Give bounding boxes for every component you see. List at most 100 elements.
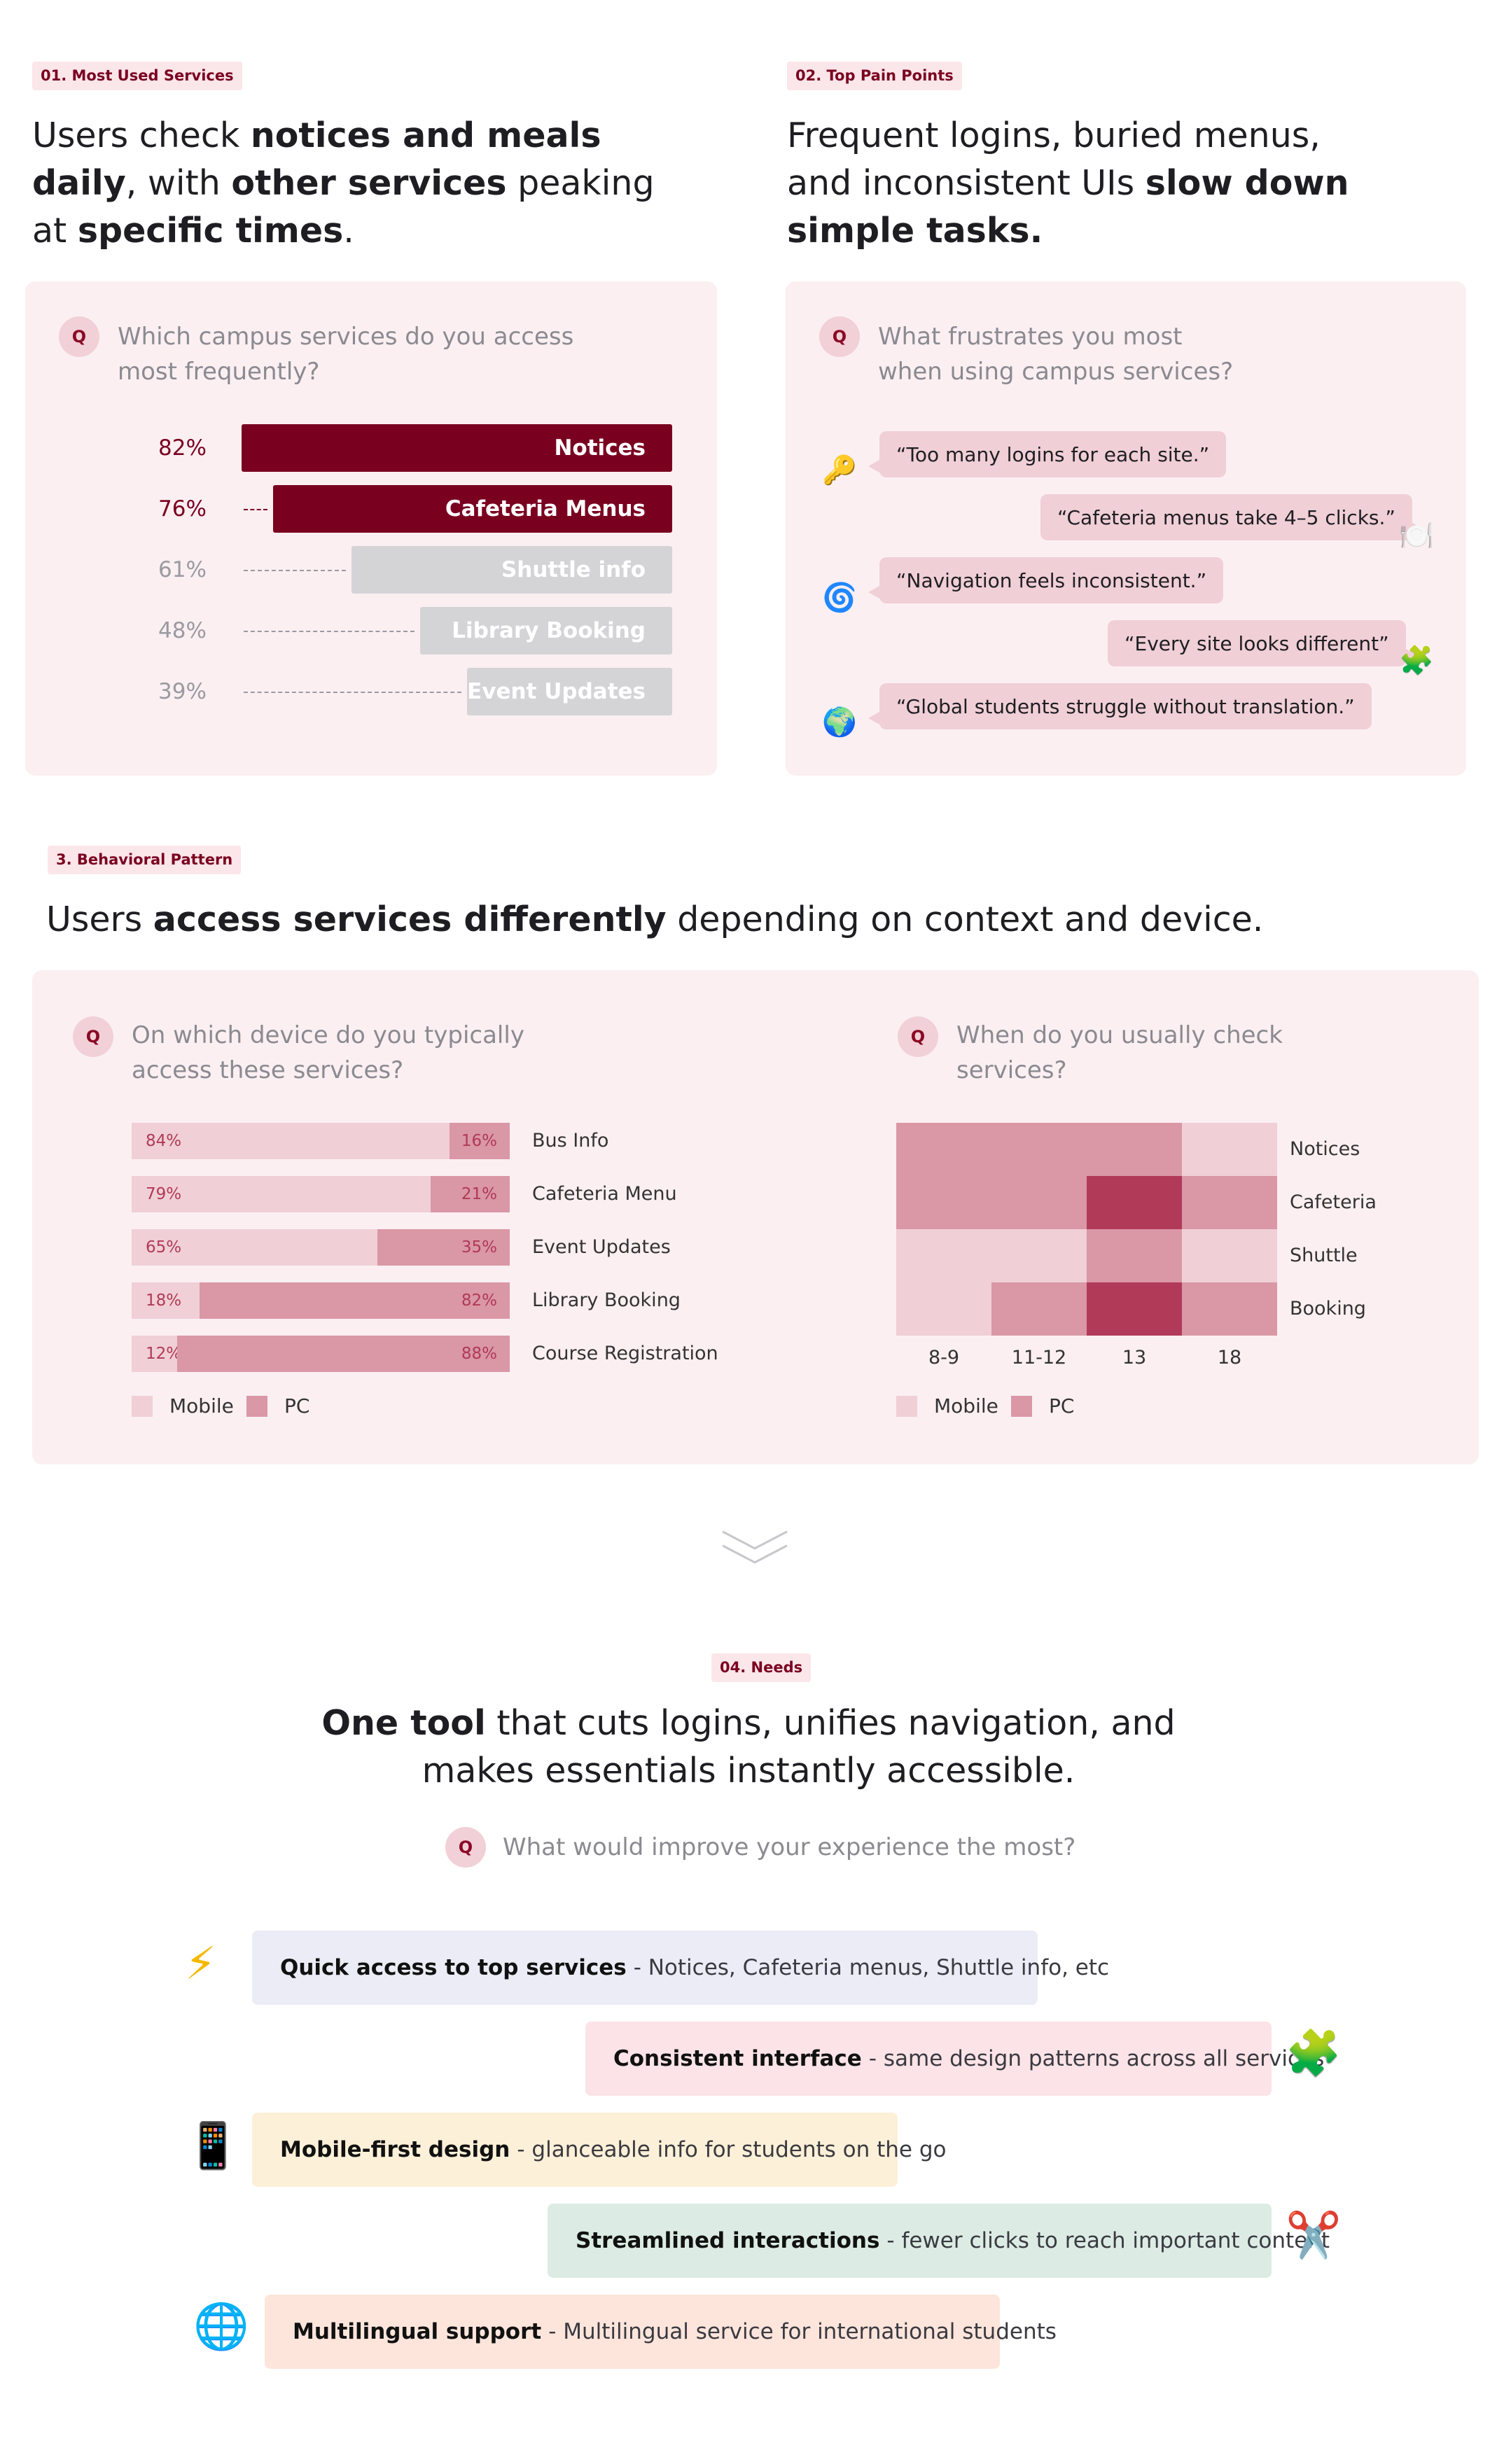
heatmap-col-label-8-9: 8-9 [928,1347,960,1368]
heatmap-cell-shuttle-13 [1087,1229,1182,1282]
need-multilingual: Multilingual support - Multilingual servi… [265,2295,1057,2369]
puzzle-icon: 🧩 [1286,2028,1342,2080]
device-label-library-booking: Library Booking [532,1289,681,1311]
section-tag-most-used: 01. Most Used Services [32,62,242,90]
heatmap-cell-shuttle-11-12 [991,1229,1087,1282]
question-text: What would improve your experience the m… [503,1833,1076,1861]
section-tag-pain-points: 02. Top Pain Points [787,62,962,90]
need-consistent-interface: Consistent interface - same design patter… [585,2022,1324,2096]
section-tag-behavioral: 3. Behavioral Pattern [48,846,242,874]
mobile-segment: 12% [132,1336,181,1372]
device-bar-event-updates: 65% 35% [132,1229,510,1266]
bar-library-booking: Library Booking [420,607,672,654]
heatmap-cell-shuttle-8-9 [896,1229,991,1282]
pc-segment: 16% [450,1123,510,1159]
question-badge: Q [898,1016,938,1057]
heatmap-row-label-booking: Booking [1290,1298,1366,1320]
heatmap-col-label-13: 13 [1122,1347,1147,1368]
heatmap-col-label-11-12: 11-12 [1011,1347,1067,1368]
heatmap-row-label-notices: Notices [1290,1138,1360,1160]
device-bar-bus-info: 84% 16% [132,1123,510,1159]
need-mobile-first: Mobile-first design - glanceable info for… [252,2113,947,2187]
question-text: What frustrates you most when using campu… [878,323,1234,386]
legend-pc-swatch [1011,1396,1032,1417]
device-label-cafeteria-menu: Cafeteria Menu [532,1183,677,1205]
value-label-cafeteria-menus: 76% [158,496,207,522]
legend-mobile-swatch [132,1396,153,1417]
pc-segment: 35% [377,1229,510,1266]
heatmap-cell-cafeteria-13 [1087,1176,1182,1229]
value-label-event-updates: 39% [158,679,207,704]
heatmap-cell-shuttle-18 [1182,1229,1277,1282]
pc-segment: 82% [200,1282,510,1319]
question-badge: Q [445,1827,486,1868]
lightning-icon: ⚡ [185,1938,216,1990]
legend-pc-label: PC [1049,1394,1075,1418]
mobile-segment: 79% [132,1176,431,1212]
device-label-event-updates: Event Updates [532,1236,671,1258]
bar-cafeteria-menus: Cafeteria Menus [273,485,672,533]
heatmap-col-label-18: 18 [1217,1347,1242,1368]
scissors-icon: ✂️ [1286,2210,1342,2262]
device-bar-library-booking: 18% 82% [132,1282,510,1319]
section3-headline: Users access services differently depend… [46,899,1264,939]
heatmap-cell-notices-11-12 [991,1123,1087,1176]
quote-bubble-cafeteria: “Cafeteria menus take 4–5 clicks.” [1040,494,1423,540]
device-label-bus-info: Bus Info [532,1130,609,1152]
question-text: On which device do you typically access t… [132,1021,524,1084]
question-text: Which campus services do you access most … [118,323,574,386]
bar-shuttle-info: Shuttle info [351,546,672,594]
mobile-segment: 18% [132,1282,200,1319]
heatmap-cell-booking-18 [1182,1282,1277,1336]
key-icon: 🔑 [822,454,857,486]
value-label-shuttle-info: 61% [158,557,207,582]
heatmap-cell-booking-8-9 [896,1282,991,1336]
most-used-card: Q Which campus services do you access mos… [25,281,717,776]
legend-mobile-swatch [896,1396,917,1417]
chevron-down-icon [722,1530,788,1564]
quote-bubble-navigation: “Navigation feels inconsistent.” [868,557,1224,603]
question-badge: Q [73,1016,113,1057]
heatmap-cell-notices-8-9 [896,1123,991,1176]
legend-mobile-label: Mobile [934,1394,998,1418]
device-stacked-bar-chart: 84% 16% Bus Info 79% 21% Cafeteria Menu 65% 35%… [32,970,802,1464]
globe-icon: 🌐 [193,2301,249,2353]
device-label-course-registration: Course Registration [532,1343,718,1364]
time-heatmap: Notices Cafeteria Shuttle Booking 8-9 11-12 13… [32,970,1479,1464]
value-label-library-booking: 48% [158,618,207,643]
quote-bubble-translation: “Global students struggle without transl… [868,683,1372,729]
pc-segment: 88% [177,1336,510,1372]
value-label-notices: 82% [158,435,207,461]
mobile-segment: 65% [132,1229,377,1266]
bar-event-updates: Event Updates [467,668,672,715]
question-badge: Q [59,316,99,357]
behavior-card: Q On which device do you typically access… [32,970,1479,1464]
bar-notices: Notices [242,424,672,472]
globe-icon: 🌍 [822,706,857,738]
heatmap-cell-booking-13 [1087,1282,1182,1336]
question-text: When do you usually check services? [956,1021,1283,1084]
heatmap-cell-booking-11-12 [991,1282,1087,1336]
heatmap-cell-cafeteria-11-12 [991,1176,1087,1229]
heatmap-cell-notices-18 [1182,1123,1277,1176]
quote-bubble-logins: “Too many logins for each site.” [868,431,1227,477]
heatmap-row-label-shuttle: Shuttle [1290,1245,1358,1266]
usage-bar-chart: 82% Notices 76% Cafeteria Menus 61% Shuttle i… [25,281,717,776]
need-quick-access: Quick access to top services - Notices, C… [252,1931,1109,2005]
need-streamlined: Streamlined interactions - fewer clicks t… [548,2204,1330,2278]
cyclone-icon: 🌀 [822,582,857,614]
puzzle-icon: 🧩 [1399,645,1434,677]
heatmap-cell-notices-13 [1087,1123,1182,1176]
section4-headline: One tool that cuts logins, unifies navig… [321,1703,1176,1791]
legend-pc-label: PC [284,1394,310,1418]
section2-headline: Frequent logins, buried menus, and incon… [787,115,1349,251]
device-bar-course-registration: 12% 88% [132,1336,510,1372]
leader-line-shuttle-info [244,570,346,571]
leader-line-cafeteria-menus [244,509,267,510]
quote-bubble-different: “Every site looks different” [1108,620,1417,666]
heatmap-cell-cafeteria-18 [1182,1176,1277,1229]
heatmap-cell-cafeteria-8-9 [896,1176,991,1229]
plate-icon: 🍽️ [1399,520,1434,552]
device-bar-cafeteria-menu: 79% 21% [132,1176,510,1212]
leader-line-library-booking [244,631,415,632]
